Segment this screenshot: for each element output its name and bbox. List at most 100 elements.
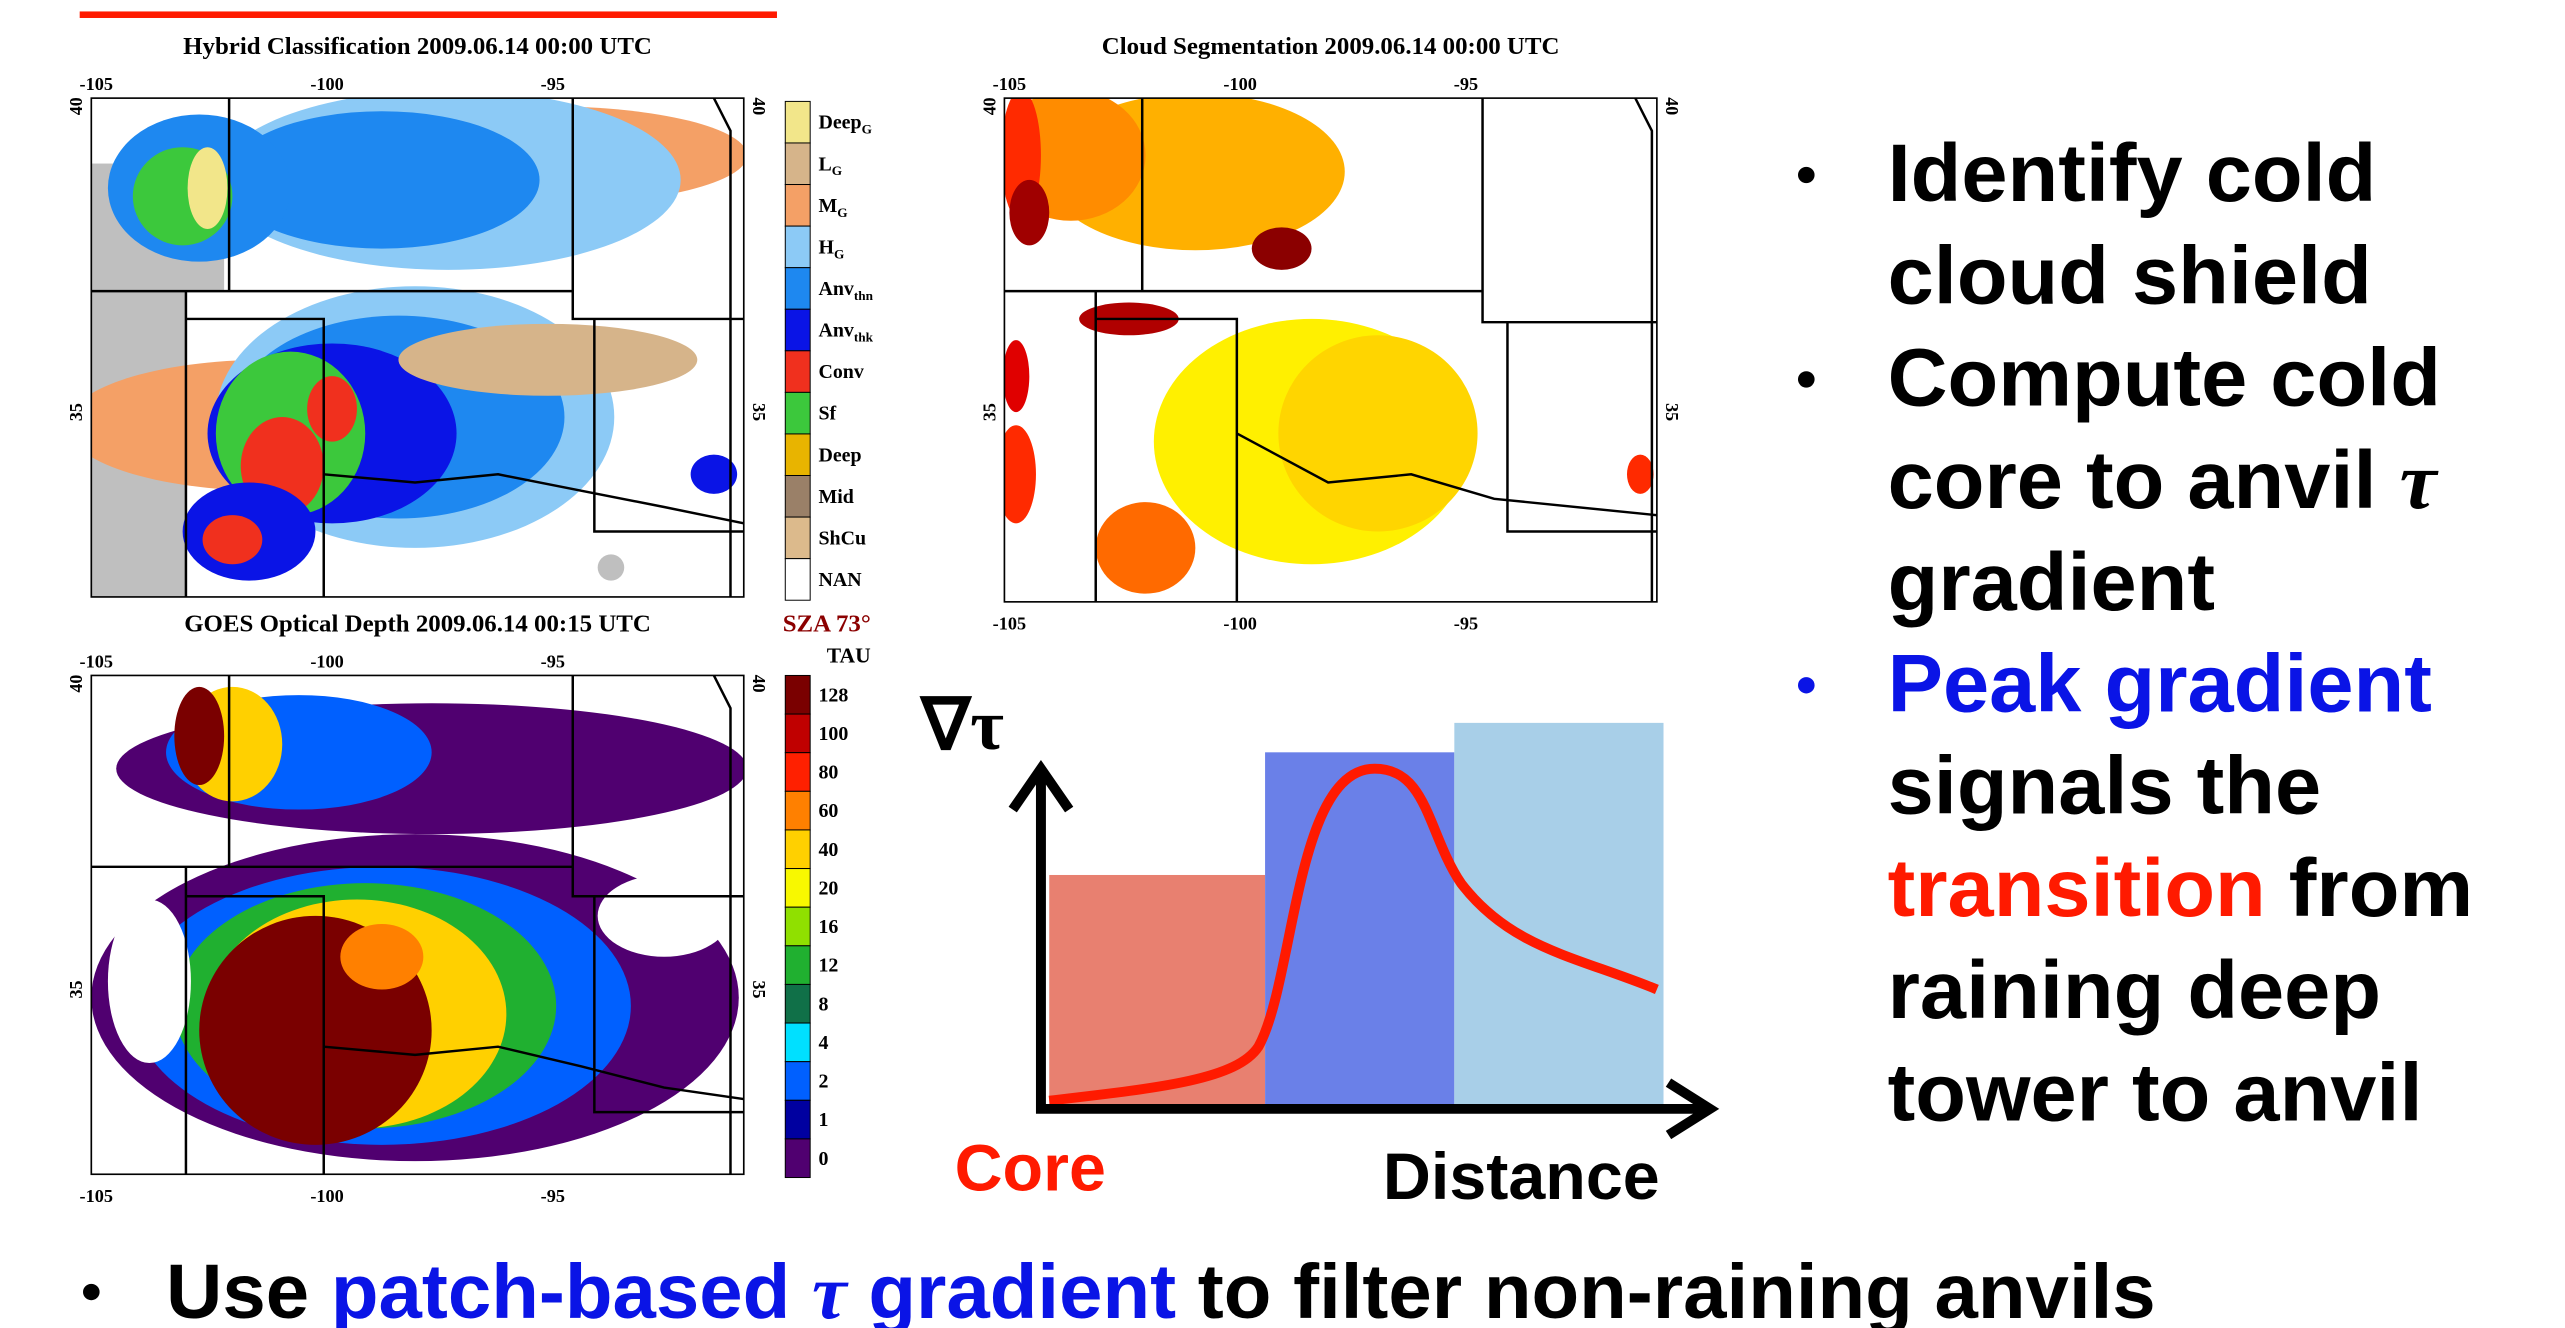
legend-label-text: 100 [818,723,848,745]
legend-swatch [785,476,810,518]
text-segment: signals the [1888,740,2322,831]
legend-label-sub: G [832,163,842,178]
text-segment: gradient [1888,537,2215,628]
legend-label: MG [818,195,847,220]
legend-swatch [785,1023,810,1062]
x-tick-label: -95 [541,651,565,671]
legend-label-text: L [818,153,831,175]
legend-label-text: 40 [818,839,838,861]
core-region [1049,875,1265,1109]
y-tick-label: 40 [979,97,999,115]
text-segment: gradient [847,1250,1176,1328]
legend-label-text: 80 [818,762,838,784]
x-tick-label: -105 [80,74,113,94]
gradient-schematic [1013,723,1710,1135]
legend-label-text: Anv [818,320,854,342]
legend-swatch [785,1139,810,1178]
legend-swatch [785,869,810,908]
text-segment: from [2266,842,2473,933]
legend-label-text: NAN [818,569,862,591]
y-tick-label: 40 [749,675,769,693]
x-tick-label: -105 [80,651,113,671]
legend-label-text: 60 [818,800,838,822]
x-tick-label: -100 [310,1186,343,1206]
legend-swatch [785,143,810,185]
legend-label: NAN [818,569,862,591]
bullet-line: raining deep [1888,945,2381,1036]
panel-title: Hybrid Classification 2009.06.14 00:00 U… [183,33,652,60]
legend-label: 4 [818,1032,828,1054]
legend-swatch [785,101,810,143]
legend-label: Sf [818,403,836,425]
legend-label-text: 0 [818,1148,828,1170]
legend-label-text: 4 [818,1032,828,1054]
legend-label: 0 [818,1148,828,1170]
legend-label: Anvthk [818,320,873,345]
legend-label: Deep [818,444,861,466]
legend-label-sub: thn [854,288,874,303]
x-start-label: Core [955,1131,1106,1204]
legend-label: 8 [818,993,828,1015]
y-tick-label: 40 [66,675,86,693]
legend-label: DeepG [818,112,871,137]
y-axis-label: ∇τ [919,685,1004,765]
title-underline [80,11,777,18]
bullet-line: signals the [1888,740,2322,831]
text-segment: tower to anvil [1888,1047,2423,1138]
legend-label-text: 128 [818,684,848,706]
text-segment: Compute cold [1888,332,2441,423]
x-tick-label: -95 [541,1186,565,1206]
footer-line: Use patch-based τ gradient to filter non… [166,1250,2156,1328]
legend-label: 40 [818,839,838,861]
legend-label-text: 2 [818,1071,828,1093]
legend-label-text: H [818,237,834,259]
legend-label-text: Mid [818,486,853,508]
bullet-line: gradient [1888,537,2215,628]
legend-label-text: Deep [818,112,861,134]
slide: Hybrid Classification 2009.06.14 00:00 U… [0,0,2565,1328]
legend-label: 80 [818,762,838,784]
y-tick-label: 35 [1662,403,1682,421]
text-segment: raining deep [1888,945,2381,1036]
bullet-dot [1798,677,1815,693]
legend-swatch [785,309,810,351]
legend-swatch [785,1062,810,1101]
legend-swatch [785,830,810,869]
legend-swatch [785,351,810,393]
legend-label-text: M [818,195,837,217]
legend-label: 16 [818,916,838,938]
x-tick-label: -100 [1223,614,1256,634]
text-segment: Peak gradient [1888,638,2432,729]
legend-label-text: Sf [818,403,836,425]
y-tick-label: 35 [749,980,769,998]
legend-label: 20 [818,878,838,900]
map-segmentation [996,90,1657,602]
text-segment: τ [2400,435,2439,525]
text-segment: core to anvil [1888,434,2400,525]
bullet-dot [1798,371,1815,387]
panel-title: Cloud Segmentation 2009.06.14 00:00 UTC [1102,33,1560,60]
legend-swatch [785,268,810,310]
legend-swatch [785,675,810,714]
bullet-dot [1798,167,1815,183]
text-segment: cloud shield [1888,230,2372,321]
legend-label-text: 8 [818,993,828,1015]
x-end-label: Distance [1383,1139,1660,1212]
bullet-line: Identify cold [1888,128,2377,219]
legend-label: ShCu [818,528,866,550]
legend-label: LG [818,153,842,178]
y-tick-label: 35 [66,403,86,421]
legend-swatch [785,392,810,434]
legend-swatch [785,946,810,985]
text-segment: Use [166,1250,331,1328]
legend-swatch [785,791,810,830]
legend-swatch [785,226,810,268]
legend-label: 12 [818,955,838,977]
legend-label-text: 1 [818,1109,828,1131]
x-tick-label: -95 [1454,74,1478,94]
legend-label-text: ShCu [818,528,866,550]
legend-label-sub: G [862,122,872,137]
legend-title: TAU [827,644,871,668]
legend-label-sub: thk [854,330,874,345]
x-tick-label: -100 [310,651,343,671]
